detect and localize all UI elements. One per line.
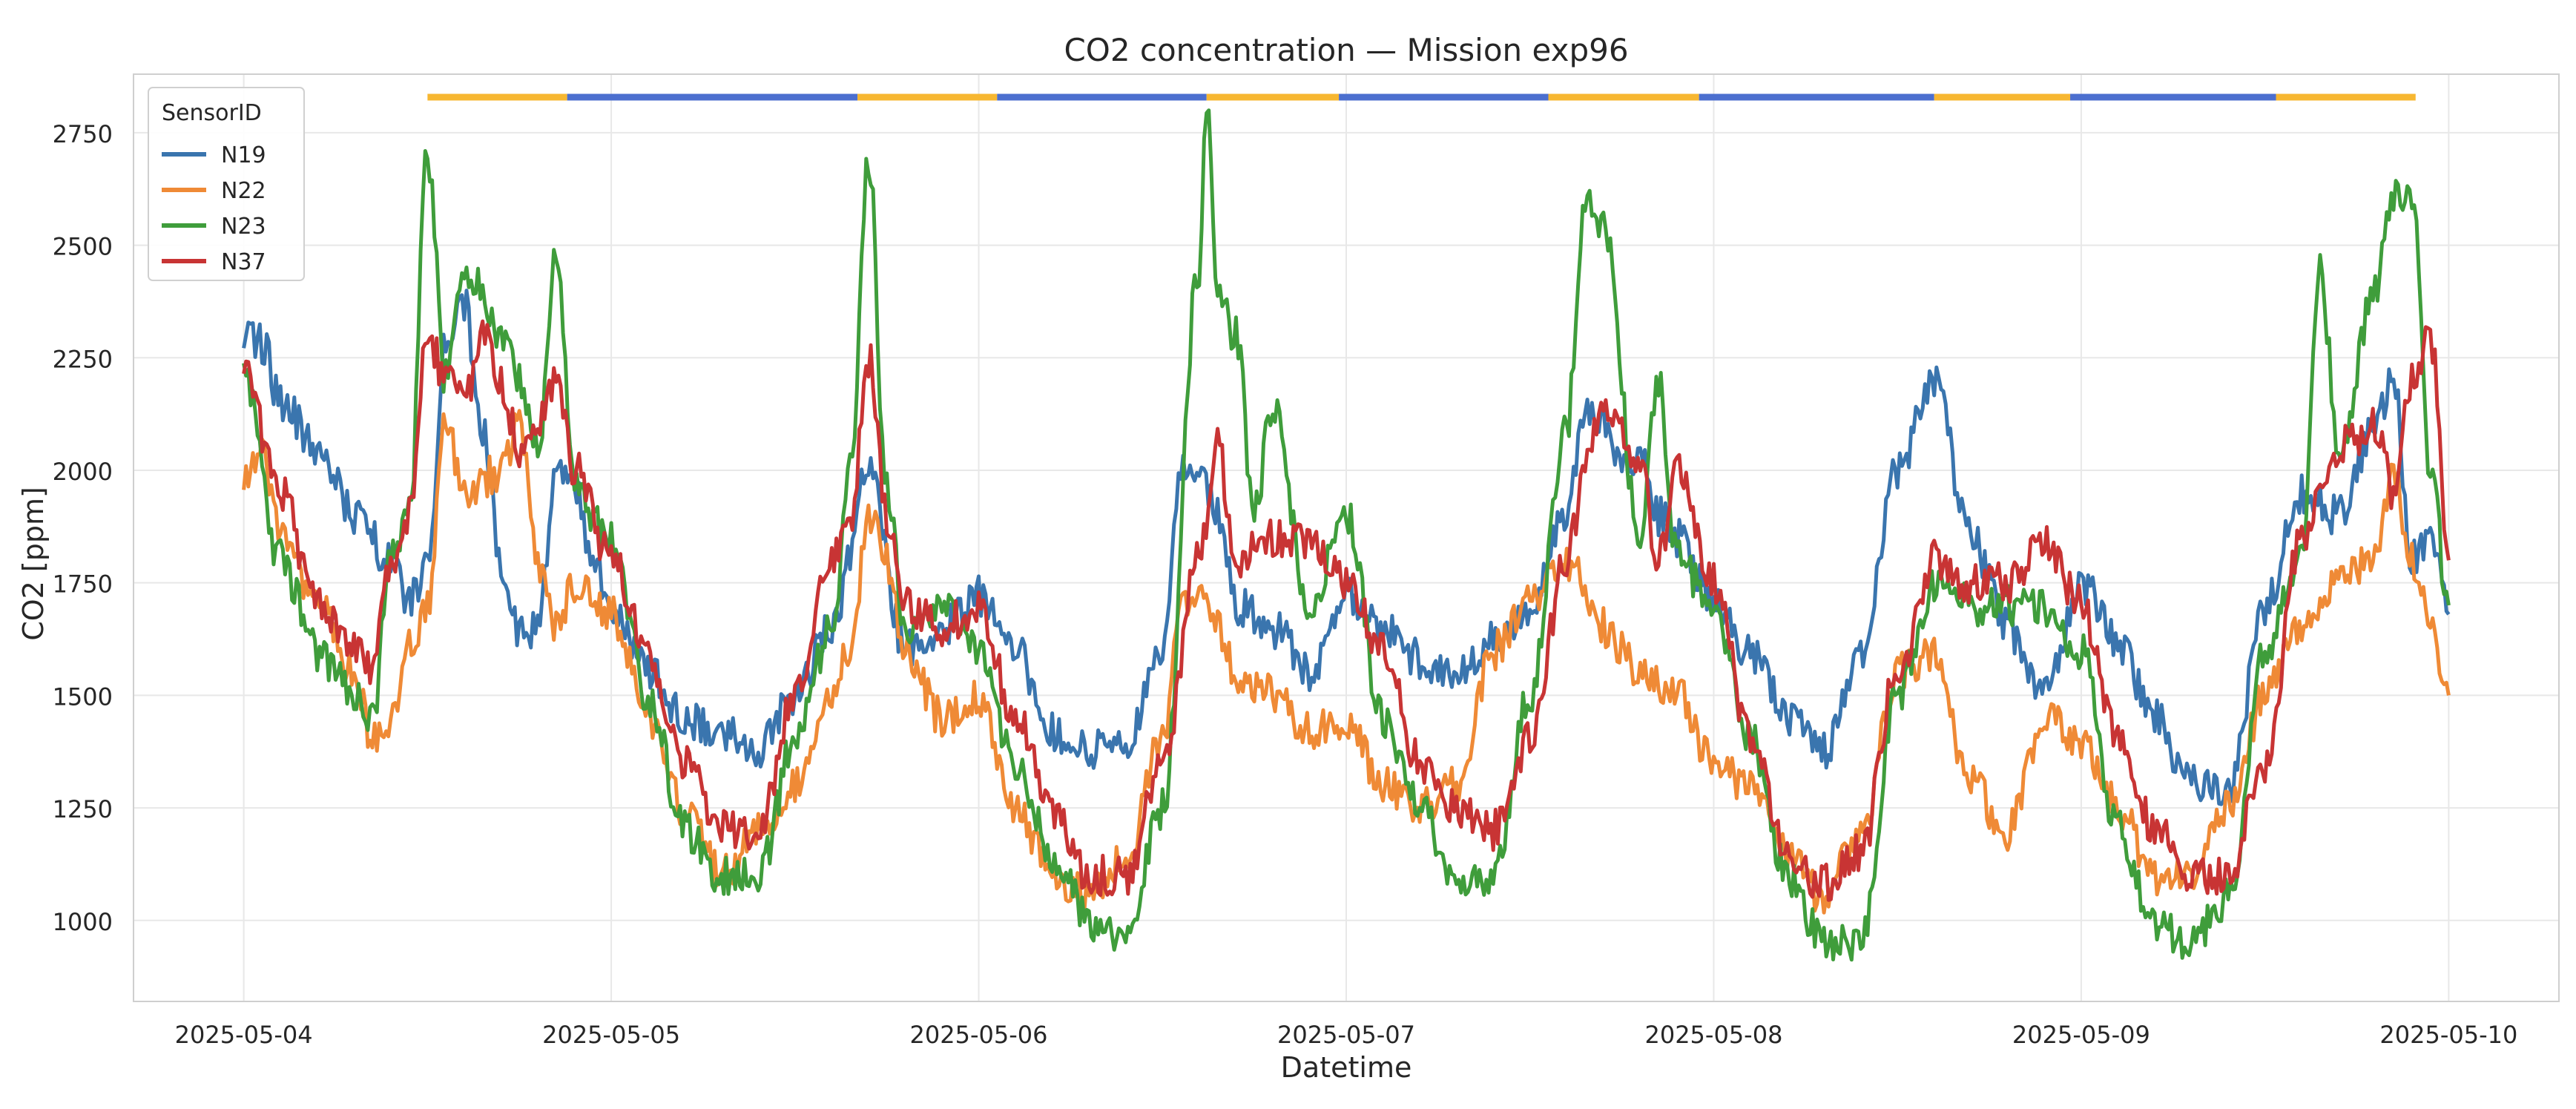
- legend-label-n22: N22: [221, 178, 266, 204]
- x-tick-label: 2025-05-04: [175, 1021, 313, 1049]
- y-tick-label: 2500: [53, 233, 113, 261]
- series-line-n37: [242, 319, 2451, 902]
- y-axis-label: CO2 [ppm]: [17, 487, 50, 641]
- x-tick-label: 2025-05-06: [910, 1021, 1048, 1049]
- legend-label-n19: N19: [221, 142, 266, 168]
- x-tick-label: 2025-05-08: [1644, 1021, 1782, 1049]
- y-tick-label: 1750: [53, 570, 113, 599]
- y-tick-label: 2250: [53, 345, 113, 373]
- plot-frame: [133, 73, 2560, 1002]
- x-tick-label: 2025-05-10: [2379, 1021, 2517, 1049]
- legend-label-n37: N37: [221, 249, 266, 275]
- y-tick-label: 2000: [53, 458, 113, 486]
- y-tick-label: 1500: [53, 682, 113, 711]
- x-axis-label: Datetime: [1281, 1051, 1412, 1084]
- plot-area: 1000 1250 1500 1750 2000 2250 2500 2750 2025-05-…: [53, 73, 2560, 1049]
- x-tick-label: 2025-05-07: [1277, 1021, 1415, 1049]
- y-tick-label: 1250: [53, 795, 113, 823]
- legend-box: [148, 87, 305, 281]
- legend-label-n23: N23: [221, 214, 266, 240]
- x-tick-label: 2025-05-09: [2012, 1021, 2150, 1049]
- x-tick-label: 2025-05-05: [542, 1021, 680, 1049]
- legend: SensorID N19 N22 N23 N37: [148, 87, 305, 281]
- y-tick-label: 1000: [53, 908, 113, 936]
- y-tick-label: 2750: [53, 120, 113, 148]
- series-line-n23: [242, 108, 2451, 962]
- chart-title: CO2 concentration — Mission exp96: [1064, 32, 1628, 68]
- series-line-n22: [242, 409, 2451, 916]
- legend-title: SensorID: [162, 100, 262, 126]
